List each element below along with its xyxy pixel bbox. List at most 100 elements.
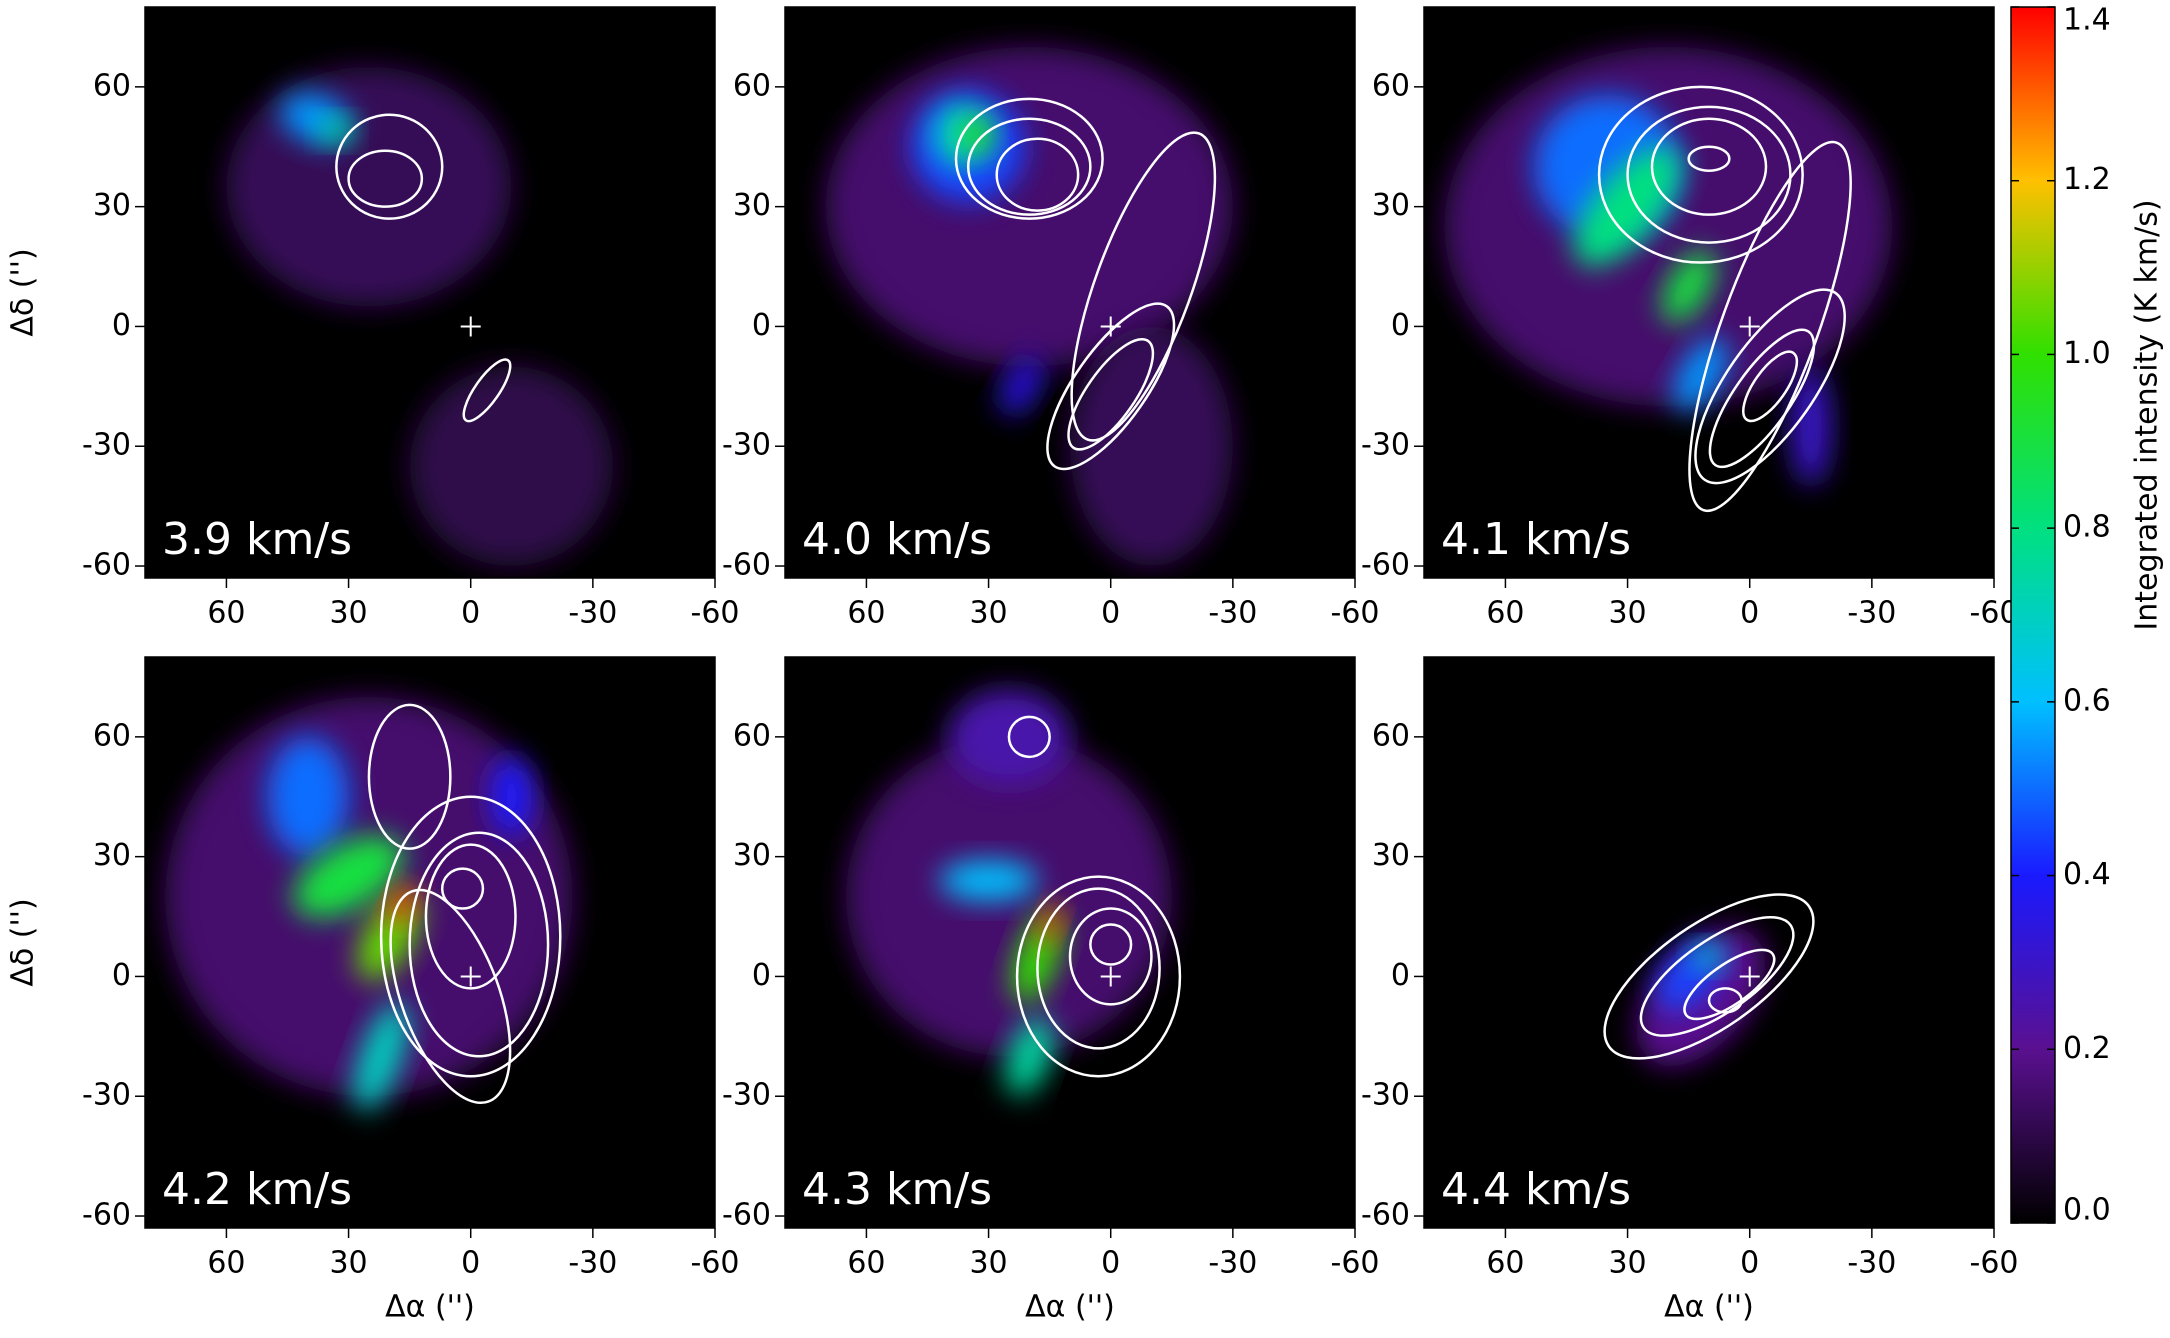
emission xyxy=(960,114,993,155)
y-tick-label: 30 xyxy=(733,838,771,873)
x-tick-label: 60 xyxy=(847,596,885,631)
emission xyxy=(1005,1017,1053,1096)
emission xyxy=(1790,366,1832,487)
contour xyxy=(1707,987,1743,1014)
x-tick-label: 30 xyxy=(969,596,1007,631)
x-tick-label: -60 xyxy=(1970,1246,2019,1281)
emission xyxy=(1674,337,1728,412)
panel xyxy=(1424,657,1994,1228)
y-axis-label: Δδ ('') xyxy=(6,248,41,336)
y-tick-label: 30 xyxy=(1372,188,1410,223)
emission xyxy=(409,366,614,567)
contour xyxy=(347,149,424,208)
contour xyxy=(954,97,1104,220)
panel-frame xyxy=(784,6,1356,579)
y-tick-label: -30 xyxy=(1361,1078,1410,1113)
contour xyxy=(1603,893,1815,1060)
x-tick-label: 0 xyxy=(1101,596,1120,631)
contour xyxy=(1687,145,1731,172)
panel xyxy=(785,7,1355,578)
y-tick-label: 60 xyxy=(1372,718,1410,753)
center-cross xyxy=(1100,966,1121,987)
x-tick-label: 60 xyxy=(207,596,245,631)
x-tick-label: -60 xyxy=(691,596,740,631)
emission xyxy=(1070,326,1233,567)
contour xyxy=(1070,131,1217,442)
panel-annotation: 4.4 km/s xyxy=(1441,1164,1631,1215)
contour xyxy=(440,867,485,910)
y-axis-label: Δδ ('') xyxy=(6,898,41,986)
contour xyxy=(379,795,562,1078)
contour xyxy=(1068,907,1153,1006)
contour xyxy=(335,113,444,220)
emission xyxy=(320,118,353,143)
panel-annotation: 4.2 km/s xyxy=(162,1164,352,1215)
center-cross xyxy=(1739,966,1760,987)
x-tick-label: 0 xyxy=(461,1246,480,1281)
x-axis-label: Δα ('') xyxy=(1025,1290,1115,1325)
panel xyxy=(785,657,1355,1228)
contour xyxy=(1015,875,1182,1078)
contour xyxy=(462,358,512,423)
y-tick-label: 0 xyxy=(752,958,771,993)
x-tick-label: 0 xyxy=(1740,1246,1759,1281)
x-axis-label: Δα ('') xyxy=(1664,1290,1754,1325)
emission xyxy=(267,736,349,857)
y-tick-label: 30 xyxy=(733,188,771,223)
contour xyxy=(966,117,1092,216)
x-tick-label: -60 xyxy=(1331,596,1380,631)
y-tick-label: 0 xyxy=(752,308,771,343)
panel-frame xyxy=(784,656,1356,1229)
colorbar-tick-label: 1.0 xyxy=(2063,336,2111,371)
x-tick-label: -60 xyxy=(691,1246,740,1281)
x-tick-label: 60 xyxy=(1486,1246,1524,1281)
y-tick-label: -30 xyxy=(82,1078,131,1113)
center-cross xyxy=(1739,316,1760,337)
panel-annotation: 3.9 km/s xyxy=(162,514,352,565)
panel-frame xyxy=(144,6,716,579)
colorbar-tick-label: 0.6 xyxy=(2063,683,2111,718)
emission xyxy=(354,1002,409,1111)
panel-annotation: 4.0 km/s xyxy=(802,514,992,565)
x-tick-label: -30 xyxy=(1847,1246,1896,1281)
center-cross xyxy=(460,316,481,337)
colorbar-tick-label: 0.8 xyxy=(2063,510,2111,545)
y-tick-label: -30 xyxy=(82,428,131,463)
contour xyxy=(1694,288,1846,485)
x-tick-label: 30 xyxy=(1608,596,1646,631)
x-tick-label: 60 xyxy=(207,1246,245,1281)
y-tick-label: -60 xyxy=(82,548,131,583)
contour xyxy=(995,137,1080,212)
contour xyxy=(408,831,550,1058)
contour xyxy=(1639,915,1795,1037)
y-tick-label: 60 xyxy=(93,68,131,103)
x-tick-label: -30 xyxy=(1208,1246,1257,1281)
colorbar-tick-label: 0.4 xyxy=(2063,857,2111,892)
x-tick-label: 0 xyxy=(461,596,480,631)
contour xyxy=(1688,140,1852,513)
center-cross xyxy=(460,966,481,987)
contour xyxy=(1007,715,1051,759)
y-tick-label: -60 xyxy=(82,1198,131,1233)
contour xyxy=(1046,302,1176,471)
x-tick-label: 30 xyxy=(329,1246,367,1281)
emission xyxy=(1692,944,1726,969)
y-tick-label: -30 xyxy=(722,1078,771,1113)
y-tick-label: 30 xyxy=(1372,838,1410,873)
colorbar-tick-label: 0.0 xyxy=(2063,1193,2111,1228)
emission xyxy=(491,756,532,837)
y-tick-label: -60 xyxy=(722,1198,771,1233)
emission xyxy=(293,835,404,918)
panel xyxy=(145,7,715,578)
y-tick-label: 0 xyxy=(1391,958,1410,993)
x-tick-label: 0 xyxy=(1101,1246,1120,1281)
panel-frame xyxy=(1423,6,1995,579)
y-tick-label: 30 xyxy=(93,188,131,223)
y-tick-label: -60 xyxy=(1361,548,1410,583)
panel xyxy=(145,657,715,1228)
center-cross xyxy=(1100,316,1121,337)
x-tick-label: 0 xyxy=(1740,596,1759,631)
x-tick-label: 30 xyxy=(329,596,367,631)
emission xyxy=(1444,46,1893,407)
